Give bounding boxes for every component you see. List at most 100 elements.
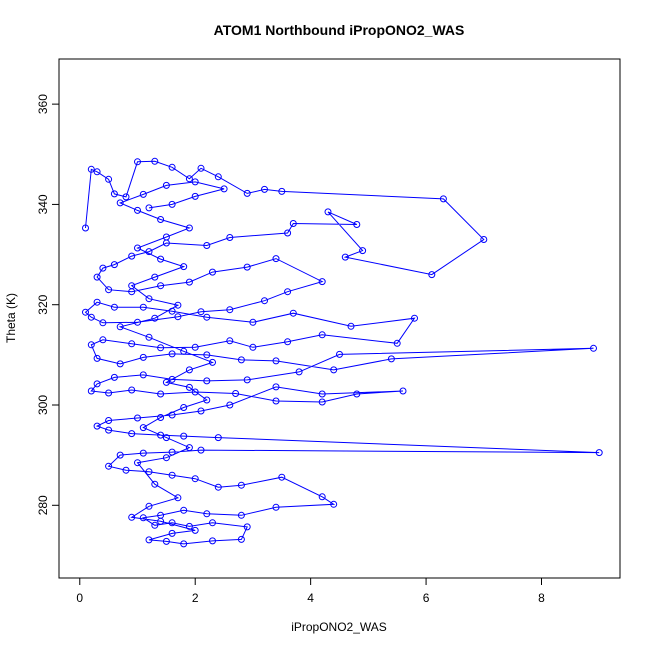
- data-point: [93, 273, 101, 281]
- data-point: [232, 390, 240, 397]
- data-point: [272, 503, 280, 511]
- data-point: [162, 378, 170, 386]
- data-point: [145, 333, 153, 341]
- data-point: [110, 261, 118, 269]
- x-tick-label: 4: [307, 591, 314, 605]
- data-point: [93, 168, 101, 176]
- data-point: [145, 468, 153, 476]
- y-axis-label: Theta (K): [4, 293, 18, 343]
- data-point: [128, 340, 136, 348]
- data-point: [243, 523, 251, 531]
- x-tick-label: 2: [192, 591, 199, 605]
- data-point: [399, 387, 407, 395]
- data-point: [353, 390, 361, 398]
- data-point: [145, 204, 153, 212]
- data-point: [134, 158, 141, 166]
- data-point: [595, 449, 603, 457]
- data-point: [330, 366, 338, 374]
- data-point: [168, 375, 176, 383]
- data-point: [226, 337, 234, 345]
- data-point: [318, 278, 326, 286]
- data-point: [203, 510, 211, 518]
- data-point: [318, 398, 326, 406]
- data-point: [191, 388, 199, 396]
- data-point: [139, 353, 147, 361]
- data-point: [145, 502, 153, 510]
- data-point: [209, 519, 216, 527]
- data-point: [387, 355, 395, 363]
- data-point: [110, 190, 118, 198]
- data-point: [105, 286, 113, 294]
- y-tick-label: 320: [36, 294, 50, 314]
- data-point: [162, 434, 170, 442]
- data-point: [318, 493, 326, 501]
- data-point: [87, 313, 95, 321]
- data-point: [590, 344, 597, 352]
- data-point: [145, 536, 153, 544]
- data-point: [134, 318, 141, 326]
- y-axis: 280 300 320 340 360: [36, 94, 60, 515]
- data-point: [249, 343, 257, 351]
- data-point: [168, 163, 176, 171]
- data-point: [134, 206, 141, 214]
- data-point: [209, 268, 216, 276]
- data-point: [157, 216, 165, 223]
- data-point: [157, 390, 165, 398]
- data-point: [209, 358, 216, 366]
- data-point: [105, 462, 113, 470]
- data-point: [180, 432, 188, 440]
- data-point: [99, 319, 107, 327]
- data-point: [110, 373, 118, 381]
- data-point: [93, 380, 101, 388]
- data-point: [105, 426, 113, 434]
- data-point: [237, 356, 245, 364]
- data-point: [162, 537, 170, 545]
- data-point: [243, 189, 251, 197]
- x-tick-label: 8: [538, 591, 545, 605]
- data-point: [185, 278, 193, 286]
- series-layer: [82, 157, 603, 548]
- data-point: [116, 199, 124, 207]
- data-point: [359, 247, 367, 255]
- data-point: [168, 200, 176, 208]
- data-point: [191, 343, 199, 351]
- data-point: [347, 322, 355, 330]
- data-point: [134, 459, 141, 467]
- data-point: [93, 354, 101, 362]
- data-point: [191, 192, 199, 200]
- data-point: [197, 308, 205, 316]
- data-point: [162, 181, 170, 189]
- data-point: [289, 220, 297, 227]
- data-point: [87, 387, 95, 395]
- data-point: [185, 383, 193, 391]
- data-point: [180, 263, 188, 271]
- data-point: [185, 522, 193, 530]
- data-point: [411, 314, 418, 322]
- data-point: [145, 295, 153, 303]
- data-point: [185, 224, 193, 232]
- series-line: [84, 160, 600, 545]
- data-point: [278, 187, 286, 195]
- data-point: [353, 221, 361, 228]
- data-point: [105, 389, 113, 397]
- data-point: [180, 404, 188, 411]
- data-point: [116, 360, 124, 368]
- data-point: [220, 185, 228, 193]
- data-point: [87, 165, 95, 173]
- data-point: [168, 307, 176, 315]
- data-point: [237, 511, 245, 519]
- data-point: [480, 236, 488, 243]
- y-tick-label: 360: [36, 94, 50, 114]
- data-point: [157, 282, 165, 290]
- data-point: [226, 401, 234, 409]
- data-point: [272, 383, 280, 391]
- data-point: [157, 431, 165, 439]
- data-point: [168, 519, 176, 527]
- data-point: [284, 229, 292, 237]
- data-point: [116, 323, 124, 331]
- data-point: [122, 193, 130, 201]
- data-point: [168, 471, 176, 479]
- data-point: [191, 178, 199, 186]
- data-point: [203, 377, 211, 385]
- data-point: [168, 448, 176, 456]
